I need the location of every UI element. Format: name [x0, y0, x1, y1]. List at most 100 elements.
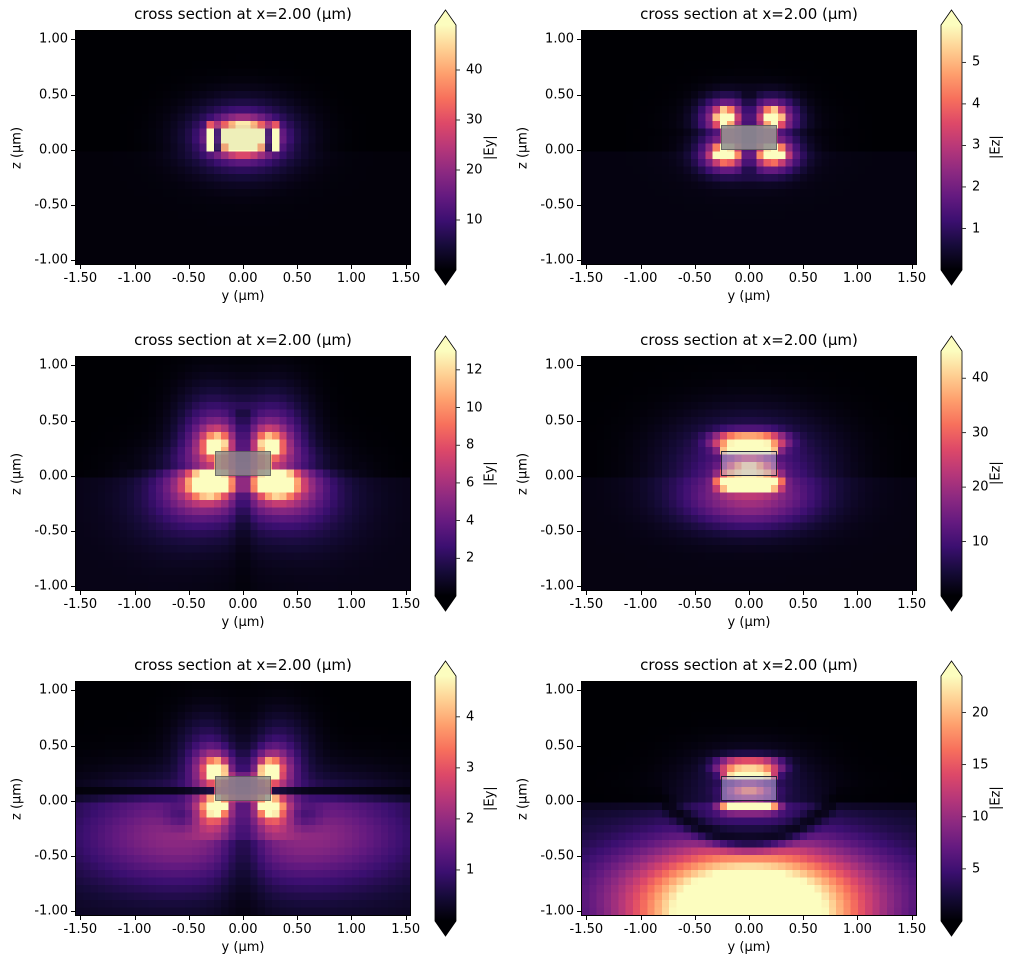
x-tick-label: 1.00 — [336, 271, 366, 286]
colorbar-tick-label: 30 — [972, 425, 989, 441]
colorbar-gradient — [940, 660, 966, 937]
x-tick-label: -1.00 — [623, 271, 658, 286]
x-tick-label: -1.50 — [569, 597, 604, 612]
x-tick-label: 0.50 — [788, 597, 818, 612]
x-tick-label: 0.00 — [228, 922, 258, 937]
colorbar-label: |Ey| — [482, 135, 498, 160]
x-tick-mark — [297, 591, 299, 595]
y-tick-mark — [577, 149, 581, 151]
colorbar-tick-label: 6 — [466, 475, 475, 491]
x-tick-label: 1.50 — [391, 271, 421, 286]
panel-1: cross section at x=2.00 (μm) z (μm) y (μ… — [516, 5, 1004, 304]
y-tick-mark — [71, 690, 75, 692]
colorbar-tick-label: 10 — [972, 534, 989, 550]
y-tick-mark — [577, 94, 581, 96]
y-tick-mark — [577, 420, 581, 422]
x-tick-label: 0.00 — [734, 597, 764, 612]
x-tick-label: -0.50 — [677, 597, 712, 612]
x-tick-mark — [134, 265, 136, 269]
colorbar-tick-label: 30 — [466, 112, 483, 128]
y-tick-label: 0.00 — [39, 468, 68, 484]
x-tick-mark — [405, 265, 407, 269]
colorbar-label: |Ey| — [482, 786, 498, 811]
colorbar-tick-label: 5 — [972, 861, 981, 877]
x-tick-mark — [134, 591, 136, 595]
x-tick-label: -0.50 — [677, 922, 712, 937]
x-tick-mark — [586, 916, 588, 920]
colorbar-tick-label: 3 — [466, 760, 475, 776]
y-tick-label: 0.50 — [39, 738, 68, 753]
heatmap-canvas — [76, 357, 410, 590]
heatmap-plot — [75, 681, 411, 916]
heatmap-canvas — [582, 31, 916, 264]
x-tick-label: 0.50 — [282, 922, 312, 937]
x-tick-label: 0.50 — [788, 271, 818, 286]
colorbar-tick-label: 10 — [466, 212, 483, 228]
colorbar-tick-label: 20 — [972, 479, 989, 495]
x-tick-mark — [188, 265, 190, 269]
x-tick-mark — [243, 591, 244, 595]
y-tick-mark — [71, 39, 75, 41]
y-tick-mark — [577, 911, 581, 913]
panel-title: cross section at x=2.00 (μm) — [640, 656, 858, 674]
x-tick-label: 0.00 — [734, 922, 764, 937]
y-tick-label: 1.00 — [545, 357, 574, 373]
x-tick-label: -1.50 — [63, 271, 98, 286]
heatmap-canvas — [76, 31, 410, 264]
x-tick-label: -0.50 — [677, 271, 712, 286]
colorbar-label: |Ez| — [988, 461, 1004, 486]
x-tick-label: 1.50 — [897, 922, 927, 937]
colorbar-tick-label: 4 — [972, 96, 981, 112]
x-tick-label: 1.00 — [842, 271, 872, 286]
x-tick-mark — [188, 916, 190, 920]
x-tick-mark — [80, 265, 82, 269]
colorbar-tick-label: 40 — [466, 62, 483, 78]
y-tick-mark — [577, 800, 581, 802]
colorbar-gradient — [940, 335, 966, 612]
y-tick-label: 1.00 — [39, 31, 68, 47]
y-tick-mark — [71, 420, 75, 422]
y-tick-label: -0.50 — [34, 848, 68, 864]
y-tick-mark — [577, 690, 581, 692]
x-tick-mark — [188, 591, 190, 595]
colorbar: |Ez| 10 20 30 40 — [940, 335, 1012, 612]
x-tick-mark — [80, 916, 82, 920]
panel-title: cross section at x=2.00 (μm) — [640, 5, 858, 23]
colorbar-label: |Ez| — [988, 135, 1004, 160]
y-tick-label: 0.00 — [39, 793, 68, 809]
x-axis-label: y (μm) — [221, 289, 265, 304]
y-tick-mark — [71, 204, 75, 206]
y-tick-mark — [71, 365, 75, 367]
x-tick-mark — [749, 591, 750, 595]
y-tick-mark — [71, 586, 75, 588]
x-tick-mark — [243, 265, 244, 269]
heatmap-canvas — [76, 682, 410, 915]
y-tick-label: 0.50 — [545, 87, 574, 102]
colorbar-tick-label: 2 — [972, 179, 981, 195]
x-tick-mark — [911, 591, 913, 595]
y-tick-label: 0.50 — [545, 738, 574, 753]
y-tick-mark — [577, 586, 581, 588]
x-tick-label: 1.50 — [391, 922, 421, 937]
x-tick-label: -1.00 — [117, 271, 152, 286]
x-tick-mark — [351, 591, 353, 595]
x-tick-label: 1.00 — [842, 597, 872, 612]
y-tick-label: 0.50 — [39, 413, 68, 428]
x-axis-label: y (μm) — [221, 940, 265, 955]
x-tick-label: 0.00 — [734, 271, 764, 286]
x-tick-label: -1.50 — [569, 271, 604, 286]
y-tick-label: 1.00 — [39, 682, 68, 698]
x-tick-mark — [749, 265, 750, 269]
y-tick-label: -0.50 — [34, 523, 68, 539]
x-tick-mark — [405, 916, 407, 920]
colorbar-tick-label: 5 — [972, 54, 981, 70]
y-tick-mark — [71, 911, 75, 913]
x-tick-mark — [857, 916, 859, 920]
panel-title: cross section at x=2.00 (μm) — [134, 5, 352, 23]
x-tick-label: 1.00 — [336, 597, 366, 612]
colorbar-tick-label: 3 — [972, 137, 981, 153]
x-tick-label: 0.00 — [228, 271, 258, 286]
colorbar: |Ez| 1 2 3 4 5 — [940, 9, 1012, 286]
x-tick-label: 1.00 — [336, 922, 366, 937]
